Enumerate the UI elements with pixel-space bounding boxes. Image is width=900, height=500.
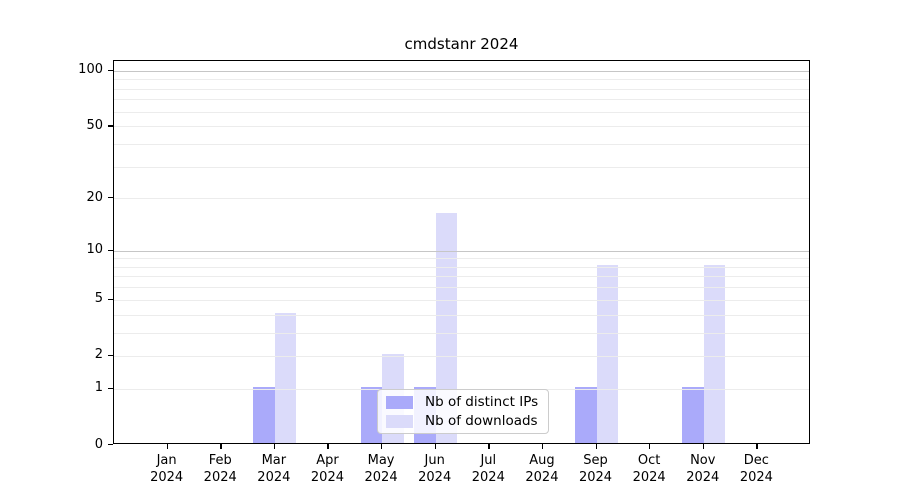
gridline-y-100	[114, 70, 809, 72]
x-tick-year-feb: 2024	[203, 470, 237, 485]
bar-nb-of-distinct-ips-nov	[682, 386, 704, 443]
x-tick-label-aug: Aug 2024	[512, 452, 572, 486]
bar-nb-of-distinct-ips-may	[360, 386, 383, 443]
x-tick-year-sep: 2024	[578, 470, 613, 485]
x-tick-year-mar: 2024	[257, 470, 291, 485]
x-tick-jun	[434, 444, 436, 449]
x-tick-jul	[488, 444, 490, 449]
y-tick-0	[108, 444, 113, 446]
x-tick-year-jan: 2024	[150, 470, 184, 485]
gridline-y-50	[114, 126, 809, 128]
y-tick-label-1: 1	[94, 380, 103, 396]
x-tick-year-dec: 2024	[739, 470, 773, 485]
x-tick-year-jul: 2024	[471, 470, 505, 485]
legend-label-distinct-ips: Nb of distinct IPs	[425, 394, 539, 410]
x-tick-label-oct: Oct 2024	[619, 452, 679, 486]
gridline-y-7	[114, 276, 809, 278]
x-tick-label-jan: Jan 2024	[137, 452, 197, 486]
gridline-y-10	[114, 250, 809, 252]
legend: Nb of distinct IPs Nb of downloads	[377, 389, 549, 434]
y-tick-label-5: 5	[94, 291, 103, 307]
x-tick-label-apr: Apr 2024	[297, 452, 357, 486]
y-tick-20	[108, 197, 113, 199]
gridline-y-30	[114, 166, 809, 168]
gridline-y-6	[114, 287, 809, 289]
legend-entry-distinct-ips: Nb of distinct IPs	[386, 395, 540, 410]
x-tick-label-feb: Feb 2024	[190, 452, 250, 486]
x-tick-year-nov: 2024	[686, 470, 720, 485]
y-tick-label-100: 100	[78, 62, 103, 78]
gridline-y-20	[114, 198, 809, 200]
gridline-y-9	[114, 258, 809, 260]
bar-nb-of-downloads-nov	[703, 264, 726, 443]
x-tick-nov	[702, 444, 705, 449]
bar-nb-of-downloads-mar	[274, 312, 297, 443]
x-tick-year-apr: 2024	[310, 470, 344, 485]
gridline-y-8	[114, 266, 809, 268]
y-tick-5	[108, 298, 113, 301]
y-tick-label-10: 10	[86, 242, 103, 258]
gridline-y-80	[114, 88, 809, 90]
x-tick-label-nov: Nov 2024	[673, 452, 733, 486]
x-tick-label-dec: Dec 2024	[726, 452, 786, 486]
gridline-y-2	[114, 355, 809, 357]
gridline-y-70	[114, 99, 809, 101]
x-tick-year-aug: 2024	[525, 470, 559, 485]
x-tick-label-jun: Jun 2024	[405, 452, 465, 486]
x-tick-apr	[327, 444, 329, 449]
bar-nb-of-downloads-sep	[596, 264, 618, 443]
x-tick-feb	[220, 444, 222, 449]
x-tick-label-mar: Mar 2024	[244, 452, 304, 486]
y-tick-label-0: 0	[94, 436, 103, 452]
gridline-y-3	[114, 332, 809, 334]
x-tick-year-may: 2024	[364, 470, 398, 485]
x-tick-dec	[756, 444, 758, 449]
x-tick-label-sep: Sep 2024	[566, 452, 626, 486]
bar-nb-of-distinct-ips-mar	[253, 386, 275, 443]
legend-swatch-downloads	[386, 415, 413, 428]
x-tick-year-jun: 2024	[418, 470, 452, 485]
x-tick-aug	[541, 444, 544, 449]
gridline-y-4	[114, 314, 809, 316]
plot-area: Nb of distinct IPs Nb of downloads	[113, 60, 810, 444]
y-tick-label-2: 2	[94, 347, 103, 363]
x-tick-oct	[649, 444, 651, 449]
legend-label-downloads: Nb of downloads	[425, 413, 538, 429]
gridline-y-40	[114, 143, 809, 145]
x-tick-may	[381, 444, 383, 449]
y-tick-100	[108, 69, 113, 72]
legend-swatch-distinct-ips	[386, 396, 413, 409]
bar-nb-of-distinct-ips-sep	[575, 386, 597, 443]
x-tick-label-jul: Jul 2024	[458, 452, 518, 486]
y-tick-10	[108, 249, 113, 251]
y-tick-2	[108, 354, 113, 357]
gridline-y-5	[114, 299, 809, 301]
gridline-y-90	[114, 79, 809, 81]
y-tick-1	[108, 387, 113, 390]
x-tick-year-oct: 2024	[632, 470, 666, 485]
x-tick-jan	[166, 444, 168, 449]
y-tick-50	[108, 125, 113, 127]
x-tick-sep	[595, 444, 597, 449]
bar-nb-of-downloads-jun	[435, 213, 458, 443]
gridline-y-60	[114, 111, 809, 113]
y-tick-label-20: 20	[86, 189, 103, 205]
legend-entry-downloads: Nb of downloads	[386, 414, 540, 429]
chart-title: cmdstanr 2024	[404, 35, 519, 53]
y-tick-label-50: 50	[86, 117, 103, 133]
x-tick-mar	[273, 444, 276, 449]
x-tick-label-may: May 2024	[351, 452, 411, 486]
